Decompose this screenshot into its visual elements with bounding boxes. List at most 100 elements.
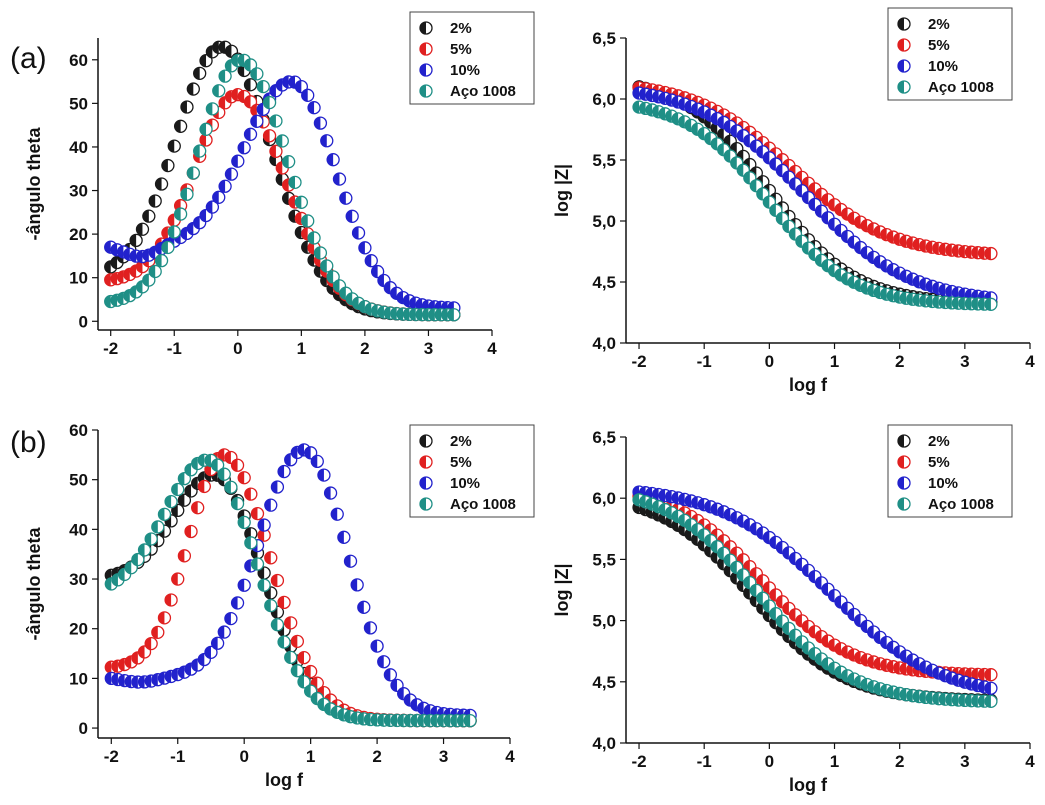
legend-label: 5% [928, 454, 950, 471]
data-point [186, 166, 200, 180]
data-point [250, 114, 264, 128]
data-point [307, 101, 321, 115]
data-point [199, 133, 213, 147]
y-tick-label: 50 [69, 471, 88, 490]
data-point [269, 114, 283, 128]
legend-label: 5% [450, 41, 472, 58]
data-point [224, 611, 238, 626]
data-point [161, 240, 175, 255]
data-point [277, 595, 291, 610]
data-point [210, 458, 225, 472]
data-point [984, 694, 998, 709]
data-point [144, 532, 158, 546]
legend-label: Aço 1008 [450, 496, 516, 513]
data-point [860, 219, 874, 233]
legend-item: Aço 1008 [419, 83, 516, 100]
y-tick-label: 10 [69, 269, 88, 288]
data-point [664, 506, 679, 520]
data-point [123, 289, 137, 303]
legend: 2% 5% 10% Aço 1008 [887, 424, 1013, 518]
y-tick-label: 0 [79, 719, 88, 738]
legend-item: 5% [897, 37, 950, 54]
legend-label: 2% [450, 20, 472, 37]
data-point [224, 480, 238, 494]
x-tick-label: -1 [170, 747, 185, 766]
data-point [137, 543, 152, 557]
data-point [320, 134, 334, 148]
data-point [151, 625, 165, 639]
x-tick-label: 1 [297, 339, 306, 358]
x-tick-label: 4 [505, 747, 515, 766]
data-point [148, 194, 162, 208]
data-point [834, 268, 848, 282]
x-tick-label: 2 [895, 752, 904, 771]
legend-item: Aço 1008 [897, 496, 994, 513]
data-point [157, 611, 172, 625]
legend-label: 2% [928, 433, 950, 450]
data-point [250, 557, 265, 571]
data-point [294, 195, 309, 209]
legend-item: 10% [897, 475, 958, 492]
data-point [691, 522, 705, 537]
data-point [281, 155, 296, 169]
y-tick-label: 4,0 [592, 734, 616, 753]
data-point [275, 134, 289, 148]
y-tick-label: 60 [69, 51, 88, 70]
data-point [193, 144, 207, 158]
data-point [199, 54, 213, 68]
y-tick-label: 6,0 [592, 90, 616, 109]
data-point [157, 507, 172, 521]
legend-item: 2% [419, 433, 472, 450]
data-point [270, 618, 285, 632]
x-tick-label: -1 [697, 352, 712, 371]
data-point [313, 246, 328, 260]
data-point [313, 116, 328, 130]
legend-item: Aço 1008 [897, 79, 994, 96]
legend-item: 2% [419, 20, 472, 37]
data-point [853, 278, 868, 292]
data-point [204, 645, 218, 659]
x-tick-label: 3 [960, 752, 969, 771]
y-axis-title: -ângulo theta [24, 527, 44, 641]
data-point [193, 66, 207, 80]
data-point [364, 254, 378, 268]
x-tick-label: 2 [360, 339, 369, 358]
x-tick-label: 2 [895, 352, 904, 371]
legend-label: 5% [450, 454, 472, 471]
legend: 2% 5% 10% Aço 1008 [887, 7, 1013, 101]
data-point [167, 139, 181, 153]
data-point [808, 197, 822, 212]
data-point [230, 496, 245, 511]
data-point [218, 179, 232, 193]
data-point [326, 153, 340, 167]
data-point [142, 273, 156, 287]
data-point [866, 222, 881, 236]
x-tick-label: 4 [487, 339, 497, 358]
legend-item: 10% [419, 62, 480, 79]
data-point [244, 487, 258, 501]
data-point [339, 191, 353, 205]
x-tick-label: -2 [631, 352, 646, 371]
y-tick-label: 50 [69, 94, 88, 113]
data-point [332, 172, 347, 186]
data-point [264, 598, 278, 613]
panel-label-b: (b) [10, 426, 47, 459]
data-point [135, 222, 150, 236]
y-tick-label: 5,5 [592, 151, 616, 170]
x-tick-label: 1 [306, 747, 315, 766]
data-point [795, 557, 809, 572]
data-point [377, 655, 391, 669]
data-point [129, 233, 143, 248]
legend-label: Aço 1008 [928, 79, 994, 96]
data-point [180, 187, 194, 201]
data-point [164, 593, 178, 607]
data-point [290, 664, 305, 678]
x-tick-label: 3 [424, 339, 433, 358]
data-point [177, 493, 192, 507]
data-point [171, 482, 185, 497]
data-point [237, 471, 251, 485]
data-point [256, 79, 270, 94]
data-point [177, 549, 192, 563]
x-tick-label: 0 [233, 339, 242, 358]
